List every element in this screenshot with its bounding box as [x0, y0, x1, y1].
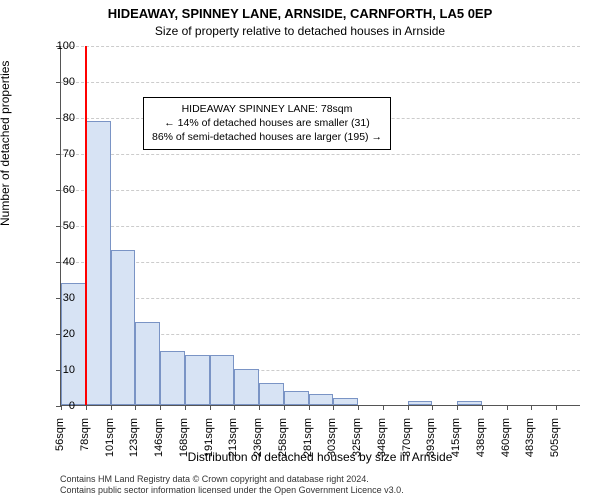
x-tick-label: 191sqm: [203, 418, 215, 458]
x-tick-label: 258sqm: [277, 418, 289, 458]
x-tick-label: 101sqm: [104, 418, 116, 458]
footer-line-2: Contains public sector information licen…: [60, 485, 580, 496]
x-tick-mark: [111, 405, 112, 410]
y-tick-label: 40: [45, 256, 75, 268]
x-tick-mark: [284, 405, 285, 410]
x-tick-mark: [160, 405, 161, 410]
x-tick-mark: [358, 405, 359, 410]
x-tick-label: 438sqm: [475, 418, 487, 458]
footer-line-1: Contains HM Land Registry data © Crown c…: [60, 474, 580, 485]
x-tick-mark: [259, 405, 260, 410]
x-tick-label: 370sqm: [401, 418, 413, 458]
x-tick-mark: [135, 405, 136, 410]
x-tick-mark: [234, 405, 235, 410]
x-tick-mark: [507, 405, 508, 410]
gridline: [61, 298, 580, 299]
histogram-bar: [111, 250, 136, 405]
histogram-bar: [309, 394, 334, 405]
x-tick-mark: [531, 405, 532, 410]
x-tick-mark: [86, 405, 87, 410]
x-tick-label: 123sqm: [128, 418, 140, 458]
x-tick-label: 78sqm: [79, 418, 91, 458]
gridline: [61, 262, 580, 263]
plot-area: HIDEAWAY SPINNEY LANE: 78sqm ← 14% of de…: [60, 46, 580, 406]
histogram-bar: [259, 383, 284, 405]
x-tick-label: 348sqm: [376, 418, 388, 458]
y-tick-label: 0: [45, 400, 75, 412]
gridline: [61, 154, 580, 155]
y-tick-label: 60: [45, 184, 75, 196]
x-tick-label: 303sqm: [326, 418, 338, 458]
gridline: [61, 226, 580, 227]
x-tick-label: 168sqm: [178, 418, 190, 458]
histogram-bar: [86, 121, 111, 405]
histogram-bar: [234, 369, 259, 405]
x-tick-label: 56sqm: [54, 418, 66, 458]
histogram-bar: [160, 351, 185, 405]
gridline: [61, 82, 580, 83]
x-tick-mark: [457, 405, 458, 410]
x-tick-label: 146sqm: [153, 418, 165, 458]
histogram-bar: [284, 391, 309, 405]
chart-container: HIDEAWAY, SPINNEY LANE, ARNSIDE, CARNFOR…: [0, 0, 600, 500]
x-tick-label: 236sqm: [252, 418, 264, 458]
histogram-bar: [135, 322, 160, 405]
y-tick-label: 80: [45, 112, 75, 124]
x-tick-mark: [333, 405, 334, 410]
gridline: [61, 46, 580, 47]
histogram-bar: [457, 401, 482, 405]
x-tick-label: 281sqm: [302, 418, 314, 458]
x-tick-mark: [482, 405, 483, 410]
x-tick-mark: [309, 405, 310, 410]
x-tick-label: 325sqm: [351, 418, 363, 458]
y-tick-label: 20: [45, 328, 75, 340]
x-tick-label: 460sqm: [500, 418, 512, 458]
x-tick-mark: [408, 405, 409, 410]
x-tick-label: 415sqm: [450, 418, 462, 458]
y-tick-label: 70: [45, 148, 75, 160]
histogram-bar: [333, 398, 358, 405]
histogram-bar: [408, 401, 433, 405]
x-tick-label: 213sqm: [227, 418, 239, 458]
histogram-bar: [185, 355, 210, 405]
annotation-line-3: 86% of semi-detached houses are larger (…: [152, 130, 382, 144]
histogram-bar: [210, 355, 235, 405]
x-tick-mark: [432, 405, 433, 410]
x-tick-label: 483sqm: [524, 418, 536, 458]
x-tick-label: 393sqm: [425, 418, 437, 458]
y-axis-label: Number of detached properties: [0, 61, 12, 226]
gridline: [61, 190, 580, 191]
y-tick-label: 30: [45, 292, 75, 304]
y-tick-label: 100: [45, 40, 75, 52]
x-tick-mark: [383, 405, 384, 410]
y-tick-label: 10: [45, 364, 75, 376]
x-tick-mark: [185, 405, 186, 410]
annotation-line-1: HIDEAWAY SPINNEY LANE: 78sqm: [152, 102, 382, 116]
annotation-box: HIDEAWAY SPINNEY LANE: 78sqm ← 14% of de…: [143, 97, 391, 150]
marker-line: [85, 46, 87, 405]
y-tick-label: 90: [45, 76, 75, 88]
x-tick-mark: [556, 405, 557, 410]
x-tick-label: 505sqm: [549, 418, 561, 458]
x-tick-mark: [210, 405, 211, 410]
y-tick-label: 50: [45, 220, 75, 232]
chart-title-main: HIDEAWAY, SPINNEY LANE, ARNSIDE, CARNFOR…: [0, 6, 600, 21]
footer-attribution: Contains HM Land Registry data © Crown c…: [60, 474, 580, 497]
chart-title-sub: Size of property relative to detached ho…: [0, 24, 600, 38]
annotation-line-2: ← 14% of detached houses are smaller (31…: [152, 116, 382, 130]
